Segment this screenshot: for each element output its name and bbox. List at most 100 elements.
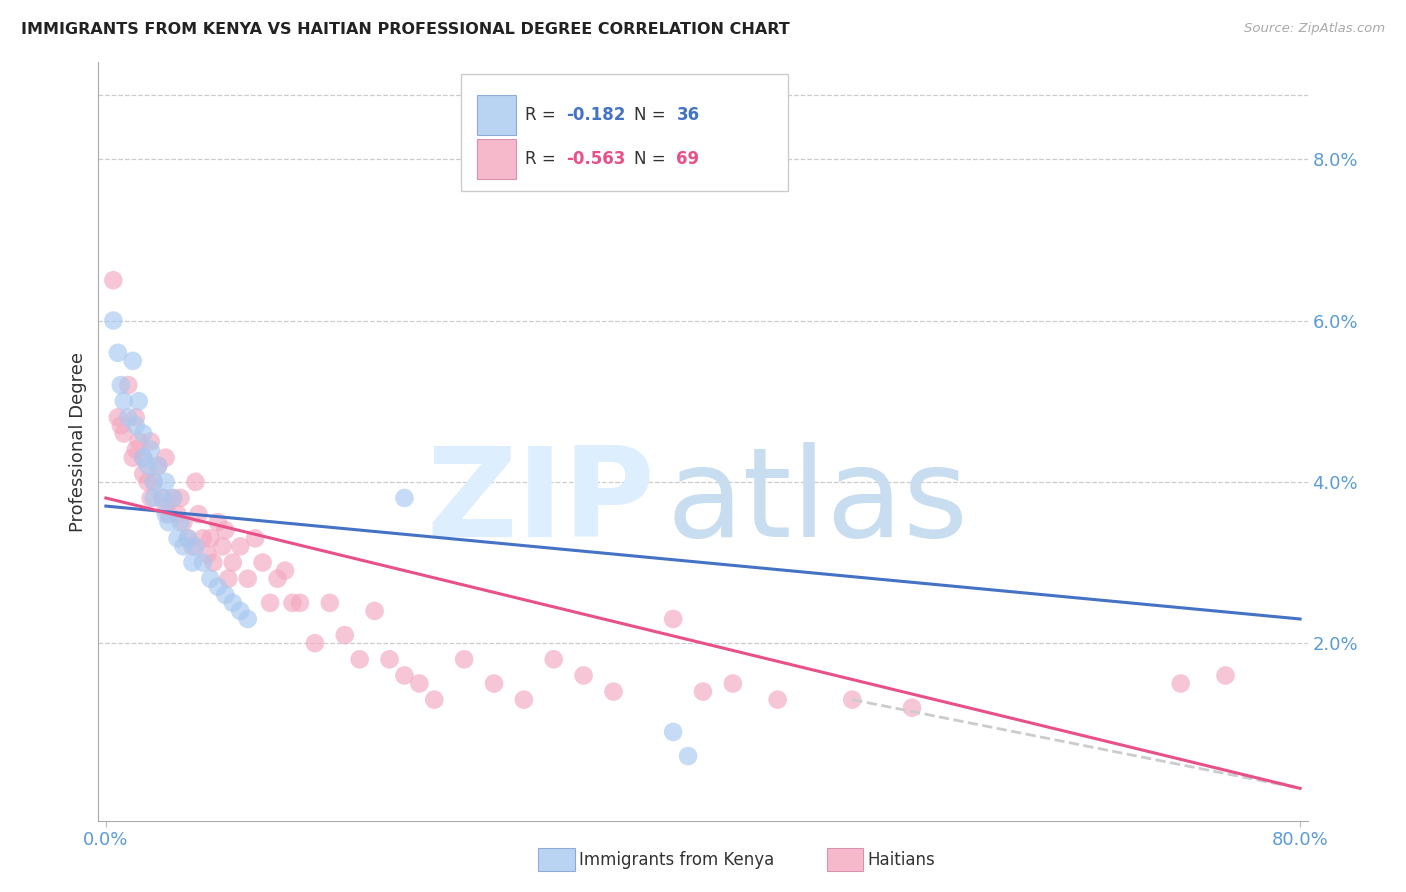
Point xyxy=(139,442,162,457)
Point xyxy=(184,475,207,489)
Point xyxy=(319,596,342,610)
Point xyxy=(207,515,229,529)
Point xyxy=(177,532,200,546)
Point xyxy=(173,540,195,554)
Point xyxy=(125,442,148,457)
Point xyxy=(125,418,148,433)
Point xyxy=(214,588,236,602)
Point xyxy=(200,572,222,586)
Point xyxy=(207,580,229,594)
Point xyxy=(121,450,143,465)
Point xyxy=(157,507,180,521)
Point xyxy=(169,491,191,505)
Point xyxy=(152,491,174,505)
Point xyxy=(155,450,177,465)
Point xyxy=(229,540,252,554)
Point xyxy=(243,532,266,546)
Point xyxy=(166,507,188,521)
Point xyxy=(602,684,624,698)
Point xyxy=(236,572,259,586)
Point xyxy=(191,532,214,546)
Point xyxy=(132,426,155,441)
Text: R =: R = xyxy=(526,150,561,168)
Point xyxy=(169,515,191,529)
Point xyxy=(197,548,219,562)
Point xyxy=(142,475,165,489)
Point xyxy=(266,572,288,586)
Point xyxy=(112,394,135,409)
Point xyxy=(132,467,155,481)
FancyBboxPatch shape xyxy=(461,74,787,191)
Point xyxy=(152,491,174,505)
Point xyxy=(721,676,744,690)
Point xyxy=(136,475,159,489)
Point xyxy=(394,491,416,505)
Text: Source: ZipAtlas.com: Source: ZipAtlas.com xyxy=(1244,22,1385,36)
Point xyxy=(162,491,184,505)
Point xyxy=(107,410,129,425)
Text: atlas: atlas xyxy=(666,442,969,563)
Text: N =: N = xyxy=(634,150,671,168)
FancyBboxPatch shape xyxy=(477,95,516,135)
Point xyxy=(662,725,685,739)
Point xyxy=(103,273,125,287)
Point xyxy=(288,596,311,610)
Point xyxy=(132,450,155,465)
Point xyxy=(155,499,177,513)
Point xyxy=(333,628,356,642)
Point xyxy=(155,475,177,489)
Text: -0.182: -0.182 xyxy=(567,106,626,124)
Point xyxy=(252,556,274,570)
Point xyxy=(202,556,225,570)
Point xyxy=(692,684,714,698)
Text: -0.563: -0.563 xyxy=(567,150,626,168)
Point xyxy=(222,556,245,570)
Point xyxy=(482,676,505,690)
Point xyxy=(453,652,475,666)
Text: N =: N = xyxy=(634,106,671,124)
Point xyxy=(236,612,259,626)
Point xyxy=(304,636,326,650)
Point xyxy=(162,491,184,505)
Point xyxy=(214,523,236,537)
Point xyxy=(110,378,132,392)
Point xyxy=(181,556,204,570)
Text: Immigrants from Kenya: Immigrants from Kenya xyxy=(579,851,775,869)
Point xyxy=(139,434,162,449)
Point xyxy=(107,346,129,360)
Point xyxy=(177,532,200,546)
Point xyxy=(766,692,789,706)
Point xyxy=(394,668,416,682)
Point xyxy=(1170,676,1192,690)
Point xyxy=(187,507,209,521)
Text: IMMIGRANTS FROM KENYA VS HAITIAN PROFESSIONAL DEGREE CORRELATION CHART: IMMIGRANTS FROM KENYA VS HAITIAN PROFESS… xyxy=(21,22,790,37)
Point xyxy=(128,394,150,409)
Point xyxy=(349,652,371,666)
Y-axis label: Professional Degree: Professional Degree xyxy=(69,351,87,532)
Point xyxy=(146,458,169,473)
Text: 69: 69 xyxy=(676,150,700,168)
Point xyxy=(572,668,595,682)
Point xyxy=(184,540,207,554)
Point xyxy=(121,354,143,368)
Point xyxy=(117,410,139,425)
Point xyxy=(259,596,281,610)
Point xyxy=(841,692,863,706)
Point xyxy=(146,458,169,473)
Point xyxy=(217,572,239,586)
Point xyxy=(112,426,135,441)
Point xyxy=(281,596,304,610)
Point xyxy=(191,556,214,570)
Point xyxy=(142,475,165,489)
Text: Haitians: Haitians xyxy=(868,851,935,869)
Point xyxy=(423,692,446,706)
Point xyxy=(200,532,222,546)
Point xyxy=(142,491,165,505)
Point xyxy=(139,491,162,505)
Point xyxy=(1215,668,1237,682)
Point xyxy=(117,378,139,392)
Point xyxy=(408,676,430,690)
Point xyxy=(222,596,245,610)
Point xyxy=(155,507,177,521)
Point xyxy=(274,564,297,578)
